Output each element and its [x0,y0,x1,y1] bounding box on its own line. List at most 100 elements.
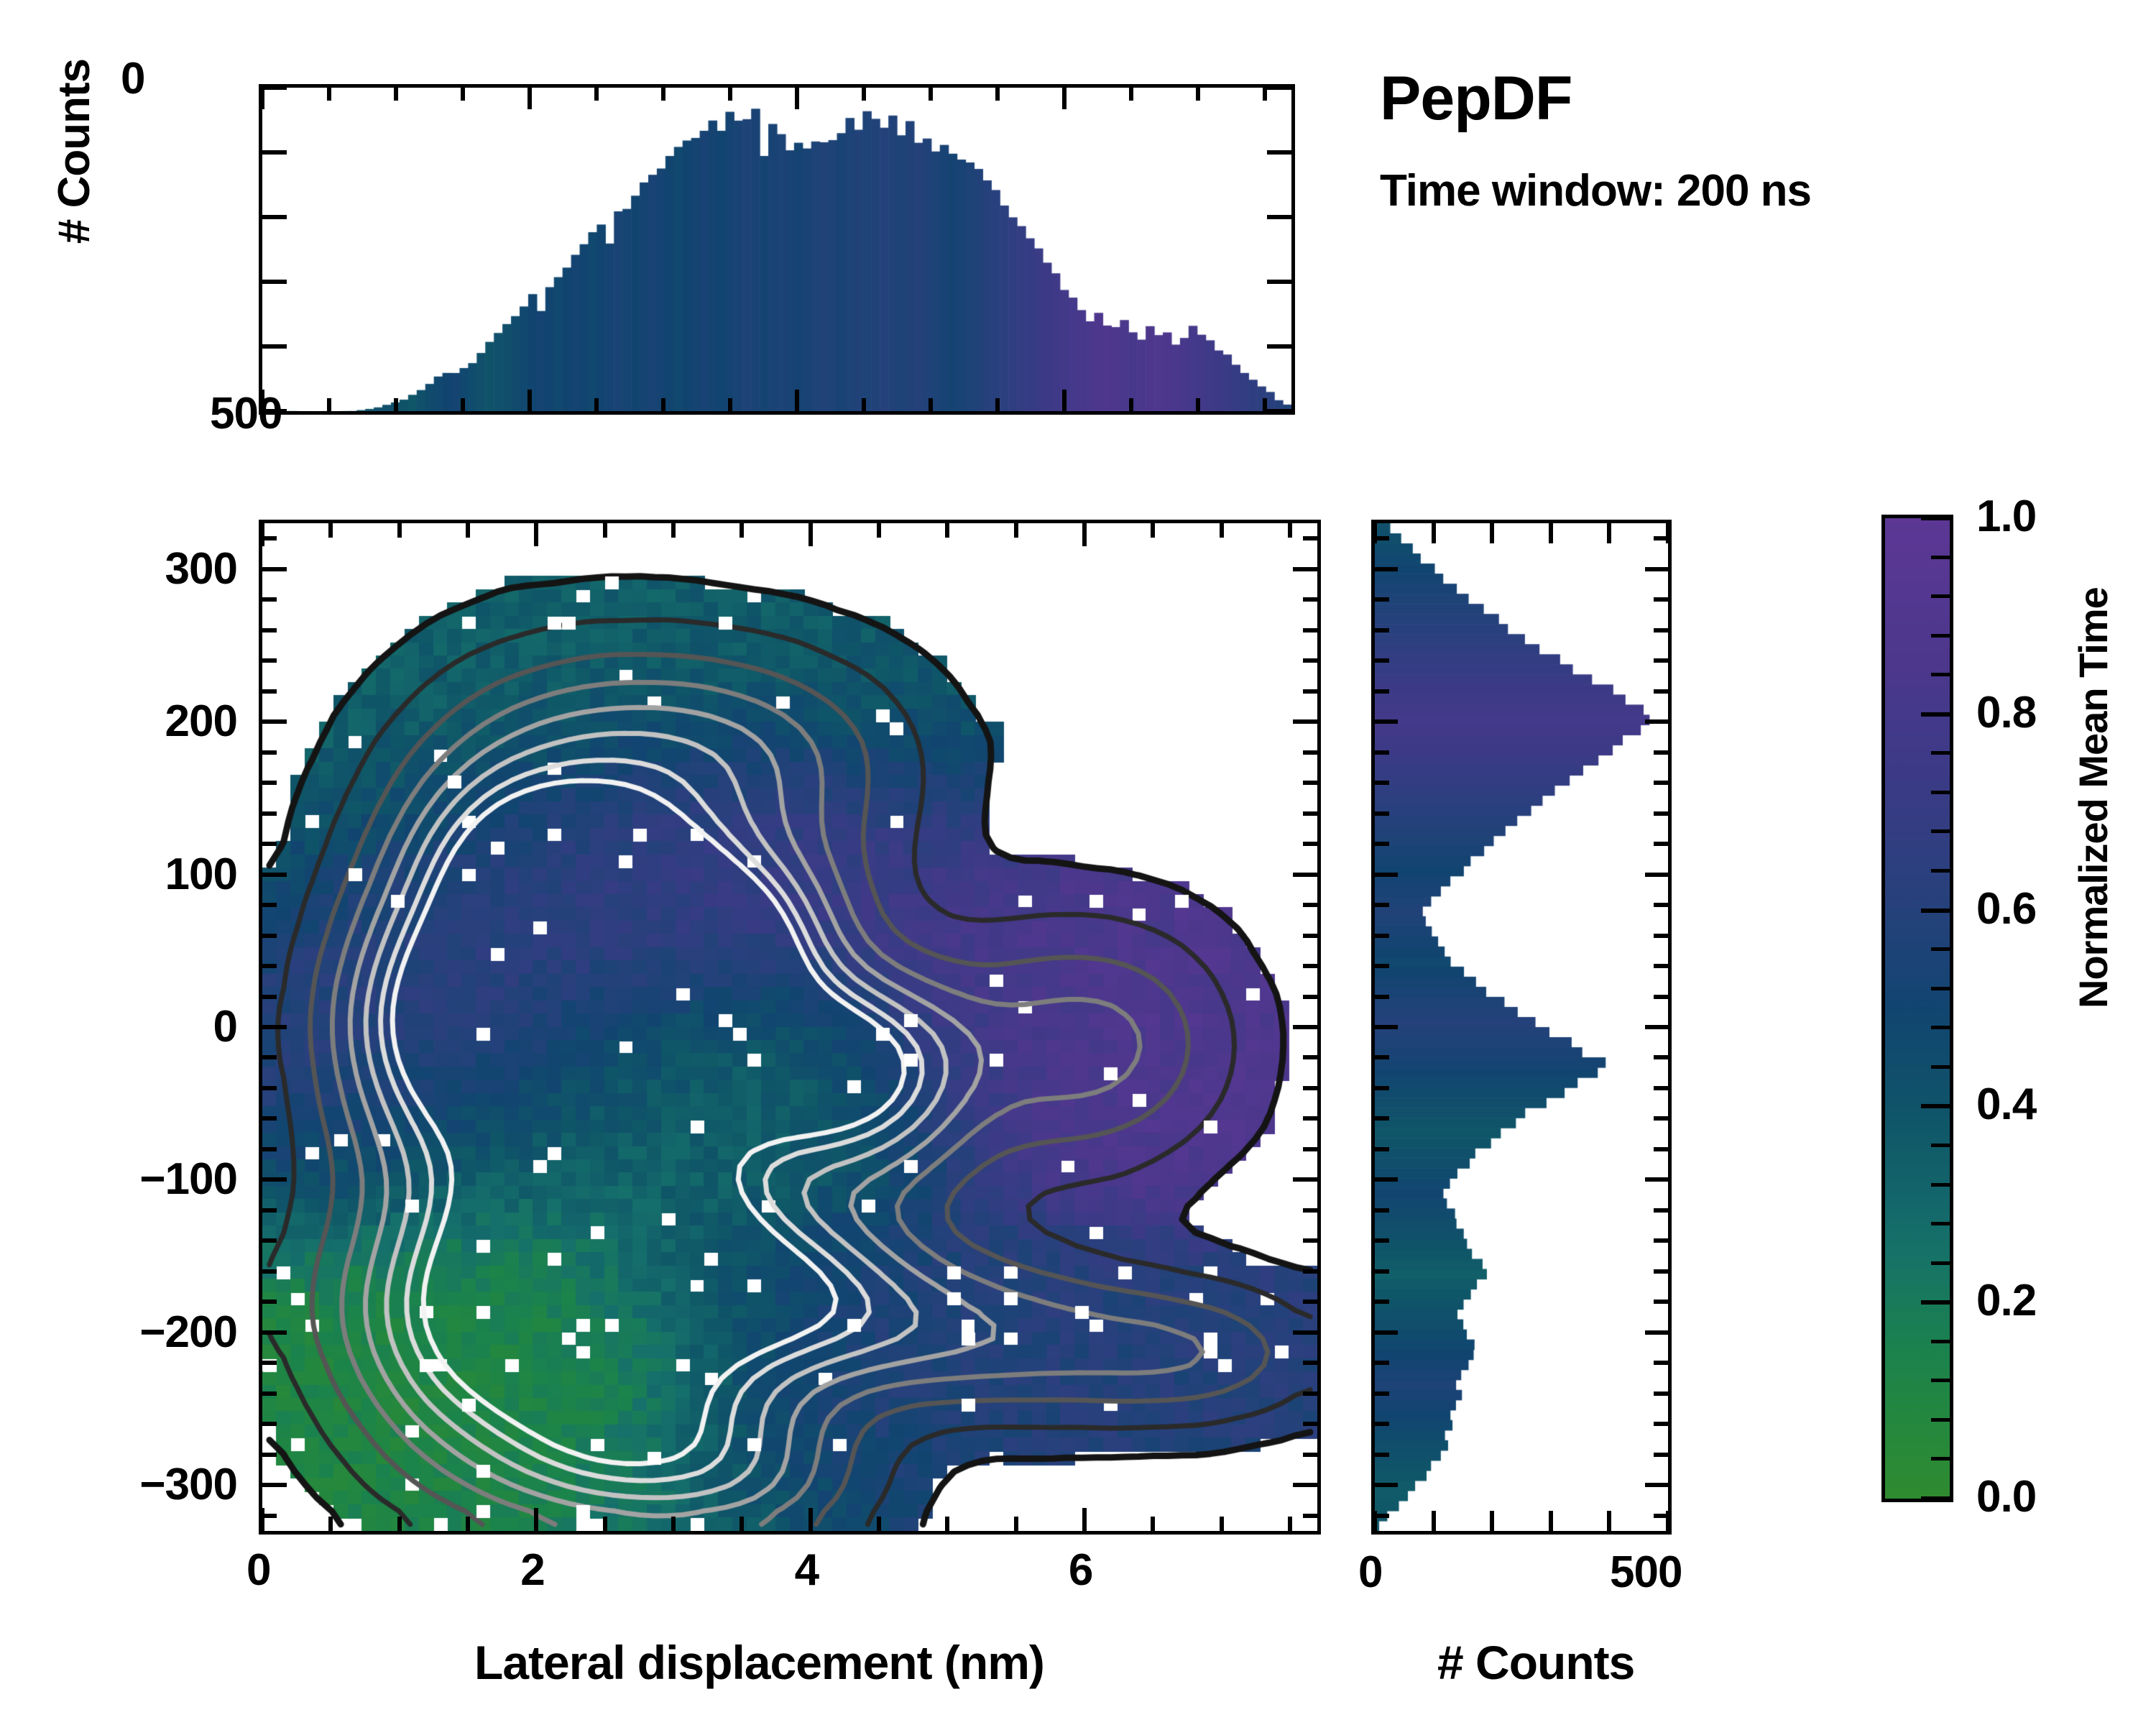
tick-mark [262,1116,277,1121]
right-histogram-canvas [1375,523,1668,1531]
main-xtick-6: 6 [1068,1545,1093,1595]
tick-mark [1303,781,1317,786]
tick-mark [393,398,398,411]
tick-mark [602,1517,607,1531]
tick-mark [1654,627,1668,632]
tick-mark [1654,933,1668,938]
colorbar-tick-label-0.4: 0.4 [1976,1080,2037,1130]
colorbar-tick [1921,908,1950,913]
tick-mark [660,88,665,101]
tick-mark [794,88,799,109]
colorbar-tick [1931,947,1950,952]
tick-mark [1219,523,1224,538]
tick-mark [1375,1146,1389,1151]
colorbar-tick [1931,1026,1950,1030]
tick-mark [1303,1269,1317,1274]
tick-mark [262,627,277,632]
top-ytick-0: 500 [210,389,282,438]
colorbar-tick [1931,869,1950,873]
tick-mark [1375,842,1389,847]
right-xtick-500: 500 [1610,1547,1682,1597]
colorbar-tick [1931,1182,1950,1187]
colorbar-tick [1921,712,1950,717]
colorbar-tick [1931,673,1950,677]
tick-mark [1267,215,1291,219]
tick-mark [1548,523,1553,543]
tick-mark [1151,1517,1156,1531]
tick-mark [1303,1238,1317,1243]
tick-mark [1267,409,1291,413]
tick-mark [262,86,287,90]
tick-mark [1375,994,1389,999]
tick-mark [1375,1269,1389,1274]
tick-mark [594,88,599,101]
colorbar-tick [1931,1417,1950,1422]
tick-mark [1375,1300,1389,1305]
main-xtick-4: 4 [794,1545,819,1595]
colorbar-tick [1931,1064,1950,1069]
right-xtick-0: 0 [1358,1547,1383,1597]
tick-mark [1375,781,1389,786]
tick-mark [1654,1269,1668,1274]
tick-mark [1303,750,1317,755]
tick-mark [326,398,331,411]
tick-mark [262,566,287,571]
tick-mark [328,1517,333,1531]
tick-mark [1375,597,1389,602]
tick-mark [1293,1025,1317,1029]
tick-mark [1061,88,1067,109]
tick-mark [1293,1177,1317,1182]
tick-mark [1303,994,1317,999]
tick-mark [262,1452,277,1457]
tick-mark [1375,964,1389,969]
tick-mark [1375,1025,1398,1029]
right-marginal-histogram-panel [1371,520,1672,1535]
tick-mark [262,1238,277,1243]
tick-mark [1267,344,1291,349]
colorbar-tick [1931,1222,1950,1226]
tick-mark [740,1517,745,1531]
main-ytick-300: 300 [165,543,238,594]
tick-mark [876,1517,881,1531]
tick-mark [1303,1208,1317,1213]
tick-mark [460,398,465,411]
tick-mark [660,398,665,411]
tick-mark [602,523,607,538]
tick-mark [1654,1055,1668,1060]
tick-mark [1303,964,1317,969]
tick-mark [1654,689,1668,694]
tick-mark [262,1177,287,1182]
top-marginal-histogram-panel [259,84,1295,415]
tick-mark [527,390,532,411]
tick-mark [671,1517,676,1531]
tick-mark [1375,1238,1389,1243]
tick-mark [1654,1300,1668,1305]
tick-mark [1151,523,1156,538]
tick-mark [1267,150,1291,155]
tick-mark [262,536,277,541]
tick-mark [328,523,333,538]
tick-mark [1195,398,1200,411]
main-ytick-100: 100 [165,849,238,899]
tick-mark [465,1517,470,1531]
main-2d-histogram-panel [259,520,1321,1535]
tick-mark [1303,1055,1317,1060]
tick-mark [1303,1513,1317,1518]
tick-mark [1375,750,1389,755]
tick-mark [1267,280,1291,284]
tick-mark [1654,1116,1668,1121]
tick-mark [1375,719,1398,724]
tick-mark [534,1508,539,1531]
tick-mark [1645,1330,1668,1335]
tick-mark [1654,1391,1668,1396]
tick-mark [1548,1511,1553,1531]
tick-mark [861,398,866,411]
tick-mark [1293,872,1317,877]
tick-mark [534,523,539,546]
tick-mark [1303,1452,1317,1457]
tick-mark [727,88,732,101]
tick-mark [995,88,1000,101]
tick-mark [1287,523,1292,538]
tick-mark [1645,1177,1668,1182]
